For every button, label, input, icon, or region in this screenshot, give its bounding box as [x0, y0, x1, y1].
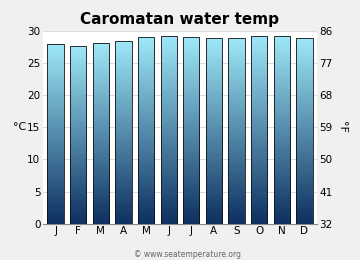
- Bar: [161, 36, 177, 224]
- Y-axis label: °C: °C: [13, 122, 26, 132]
- Text: © www.seatemperature.org: © www.seatemperature.org: [134, 250, 241, 259]
- Bar: [183, 37, 199, 224]
- Bar: [161, 36, 177, 224]
- Bar: [296, 38, 312, 224]
- Bar: [93, 43, 109, 224]
- Bar: [274, 36, 290, 224]
- Bar: [70, 46, 86, 224]
- Bar: [138, 37, 154, 224]
- Title: Caromatan water temp: Caromatan water temp: [81, 12, 279, 27]
- Bar: [228, 38, 245, 224]
- Bar: [274, 36, 290, 224]
- Bar: [228, 38, 245, 224]
- Bar: [115, 41, 132, 224]
- Bar: [138, 37, 154, 224]
- Bar: [93, 43, 109, 224]
- Bar: [48, 44, 64, 224]
- Bar: [206, 38, 222, 224]
- Bar: [48, 44, 64, 224]
- Bar: [251, 36, 267, 224]
- Bar: [70, 46, 86, 224]
- Bar: [206, 38, 222, 224]
- Bar: [115, 41, 132, 224]
- Bar: [183, 37, 199, 224]
- Y-axis label: °F: °F: [337, 121, 347, 133]
- Bar: [251, 36, 267, 224]
- Bar: [296, 38, 312, 224]
